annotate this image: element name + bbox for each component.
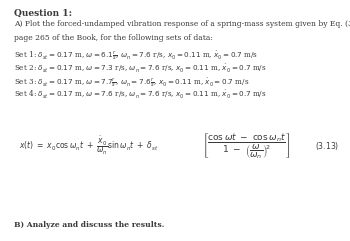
Text: page 265 of the Book, for the following sets of data:: page 265 of the Book, for the following … [14, 34, 213, 42]
Text: Set 2: $\delta_{st} = 0.17$ m, $\omega = 7.3$ r/s, $\omega_n = 7.6$ r/s, $x_0 = : Set 2: $\delta_{st} = 0.17$ m, $\omega =… [14, 63, 267, 75]
Text: A) Plot the forced-undamped vibration response of a spring-mass system given by : A) Plot the forced-undamped vibration re… [14, 20, 350, 28]
Text: Set 1: $\delta_{st} = 0.17$ m, $\omega = 6.1\frac{r}{s}$, $\omega_n = 7.6$ r/s, : Set 1: $\delta_{st} = 0.17$ m, $\omega =… [14, 49, 258, 62]
Text: B) Analyze and discuss the results.: B) Analyze and discuss the results. [14, 221, 164, 228]
Text: Set 4: $\delta_{st} = 0.17$ m, $\omega = 7.6$ r/s, $\omega_n = 7.6$ r/s, $x_0 = : Set 4: $\delta_{st} = 0.17$ m, $\omega =… [14, 89, 267, 101]
Text: $(3.13)$: $(3.13)$ [315, 140, 340, 152]
Text: Question 1:: Question 1: [14, 8, 72, 17]
Text: $x(t) \ = \ x_0 \cos \omega_n t \ + \ \dfrac{\dot{x}_0}{\omega_n} \sin \omega_n : $x(t) \ = \ x_0 \cos \omega_n t \ + \ \d… [19, 135, 159, 157]
Text: $\left[\dfrac{\cos \omega t \ - \ \cos \omega_n t}{1 \ - \ \left(\dfrac{\omega}{: $\left[\dfrac{\cos \omega t \ - \ \cos \… [202, 131, 290, 161]
Text: Set 3: $\delta_{st} = 0.17$ m, $\omega = 7.7\frac{r}{s}$, $\omega_n = 7.6\frac{r: Set 3: $\delta_{st} = 0.17$ m, $\omega =… [14, 76, 249, 89]
